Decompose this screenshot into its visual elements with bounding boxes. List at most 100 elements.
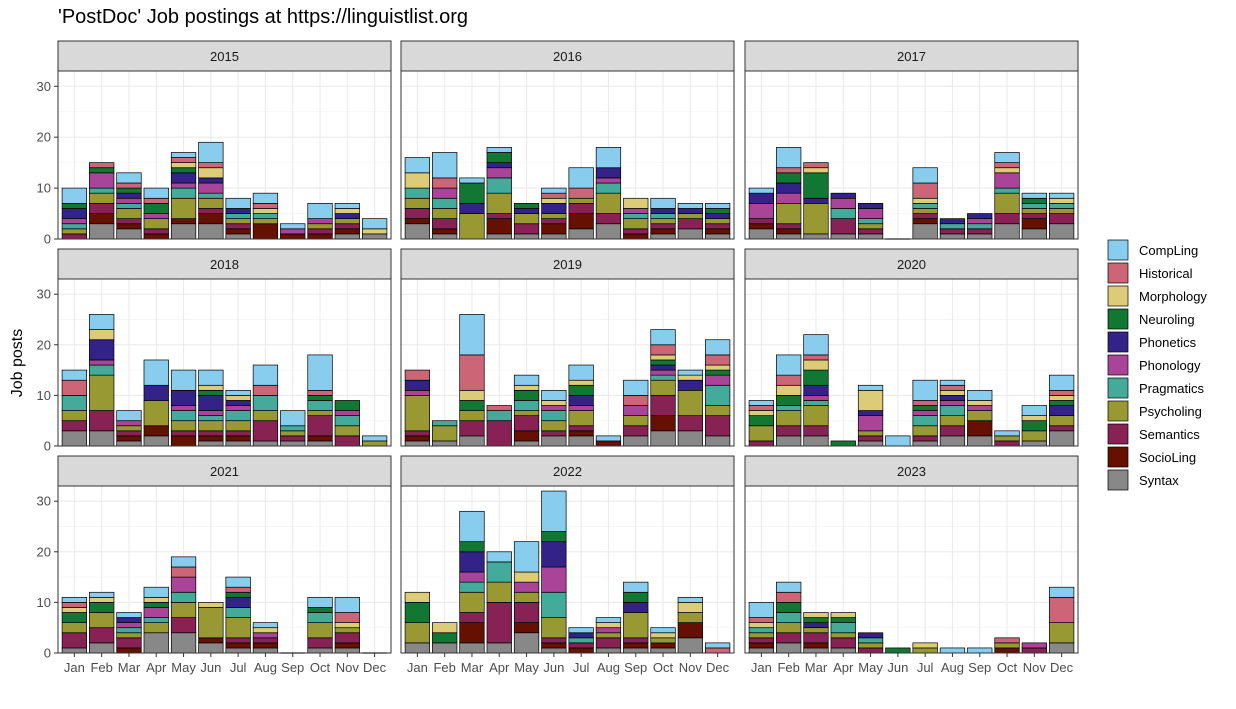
bar-segment-compling [650, 329, 676, 346]
bar-segment-syntax [650, 233, 676, 240]
bar-segment-morphology [198, 384, 224, 391]
bar-segment-phonology [116, 622, 142, 629]
bar-segment-phonology [280, 228, 306, 235]
bar-segment-pragmatics [143, 617, 169, 623]
bar-segment-phonetics [704, 213, 731, 219]
bar-segment-phonetics [89, 339, 115, 361]
bar-segment-socioling [568, 647, 594, 654]
legend-label: Pragmatics [1139, 381, 1205, 396]
bar-segment-historical [459, 354, 485, 391]
bar-segment-neuroling [568, 384, 594, 396]
bar-segment-morphology [912, 197, 938, 204]
panel-border [744, 485, 1079, 654]
facet-strip-label: 2015 [210, 49, 239, 64]
legend-label: Syntax [1139, 473, 1179, 488]
bar-segment-pragmatics [939, 223, 966, 230]
bar-segment-neuroling [776, 395, 802, 406]
bar-segment-compling [650, 197, 676, 209]
bar-segment-phonetics [541, 203, 567, 214]
bar-segment-pragmatics [89, 187, 115, 194]
bar-segment-psycholing [748, 632, 775, 639]
bar-segment-pragmatics [404, 187, 431, 199]
bar-segment-syntax [650, 430, 676, 447]
bar-segment-compling [143, 187, 169, 199]
bar-segment-phonetics [143, 384, 169, 401]
bar-segment-neuroling [748, 415, 775, 427]
panel-border [744, 70, 1079, 240]
bar-segment-syntax [1048, 642, 1075, 654]
bar-segment-phonology [225, 405, 251, 411]
bar-segment-phonology [967, 218, 993, 225]
bar-segment-morphology [334, 208, 360, 214]
bar-segment-compling [198, 369, 224, 386]
bar-segment-neuroling [225, 591, 251, 598]
bar-segment-phonology [857, 415, 884, 432]
bar-segment-neuroling [432, 632, 458, 644]
bar-segment-socioling [307, 435, 333, 442]
bar-segment-psycholing [404, 197, 431, 209]
bar-segment-psycholing [116, 632, 142, 639]
facet-strip [744, 248, 1079, 280]
facet-strip-label: 2022 [553, 464, 582, 479]
bar-segment-psycholing [116, 208, 142, 219]
bar-segment-compling [704, 203, 731, 209]
bar-segment-compling [116, 172, 142, 184]
bar-segment-syntax [280, 440, 306, 447]
bar-segment-phonology [61, 218, 88, 225]
bar-segment-socioling [541, 223, 567, 235]
bar-segment-pragmatics [486, 561, 512, 583]
x-tick-label: Feb [433, 660, 455, 675]
bar-segment-psycholing [404, 395, 431, 432]
bar-segment-pragmatics [307, 612, 333, 623]
bar-segment-compling [748, 400, 775, 406]
bar-segment-semantics [939, 228, 966, 235]
bar-segment-syntax [459, 435, 485, 447]
bar-segment-phonetics [830, 192, 856, 199]
chart-title: 'PostDoc' Job postings at https://lingui… [58, 6, 469, 28]
bar-segment-phonetics [677, 208, 703, 214]
bar-segment-compling [776, 147, 802, 169]
bar-segment-compling [776, 354, 802, 376]
bar-segment-neuroling [61, 203, 88, 209]
bar-segment-phonetics [486, 162, 512, 169]
bar-segment-semantics [61, 632, 88, 649]
bar-segment-semantics [116, 218, 142, 225]
bar-segment-socioling [116, 223, 142, 230]
bar-segment-compling [1048, 586, 1075, 598]
x-tick-label: Sep [968, 660, 991, 675]
facet-panel-2021: 2021 0 10 20 30 Jan Feb Mar Apr May Jun Jul Aug Sep Oc… [37, 455, 392, 675]
bar-segment-compling [252, 364, 279, 386]
bar-segment-compling [198, 141, 224, 163]
x-tick-label: May [514, 660, 539, 675]
bar-segment-syntax [623, 435, 649, 447]
bar-segment-syntax [89, 223, 115, 240]
y-axis-label: Job posts [9, 329, 26, 397]
bar-segment-compling [61, 187, 88, 204]
bar-segment-psycholing [198, 607, 224, 639]
bar-segment-compling [61, 596, 88, 603]
bar-segment-psycholing [912, 647, 938, 654]
bar-segment-compling [280, 410, 306, 427]
bar-segment-compling [361, 218, 388, 230]
panel-border [400, 278, 735, 447]
bar-segment-neuroling [885, 647, 911, 654]
bar-segment-neuroling [704, 208, 731, 214]
bar-segment-semantics [650, 223, 676, 230]
bar-segment-semantics [623, 425, 649, 437]
facet-strip-label: 2017 [897, 49, 926, 64]
bar-segment-compling [486, 147, 512, 153]
bar-segment-morphology [967, 400, 993, 406]
bar-segment-psycholing [513, 410, 540, 416]
bar-segment-compling [432, 152, 458, 179]
bar-segment-phonology [143, 607, 169, 618]
bar-segment-semantics [334, 223, 360, 230]
bar-segment-neuroling [704, 369, 731, 376]
bar-segment-pragmatics [459, 581, 485, 593]
bar-segment-compling [116, 410, 142, 422]
panel-border [400, 70, 735, 240]
x-tick-label: Dec [706, 660, 730, 675]
bar-segment-phonology [1021, 642, 1047, 649]
bar-segment-psycholing [361, 440, 388, 447]
bar-segment-pragmatics [225, 607, 251, 618]
bar-segment-phonetics [170, 172, 197, 184]
